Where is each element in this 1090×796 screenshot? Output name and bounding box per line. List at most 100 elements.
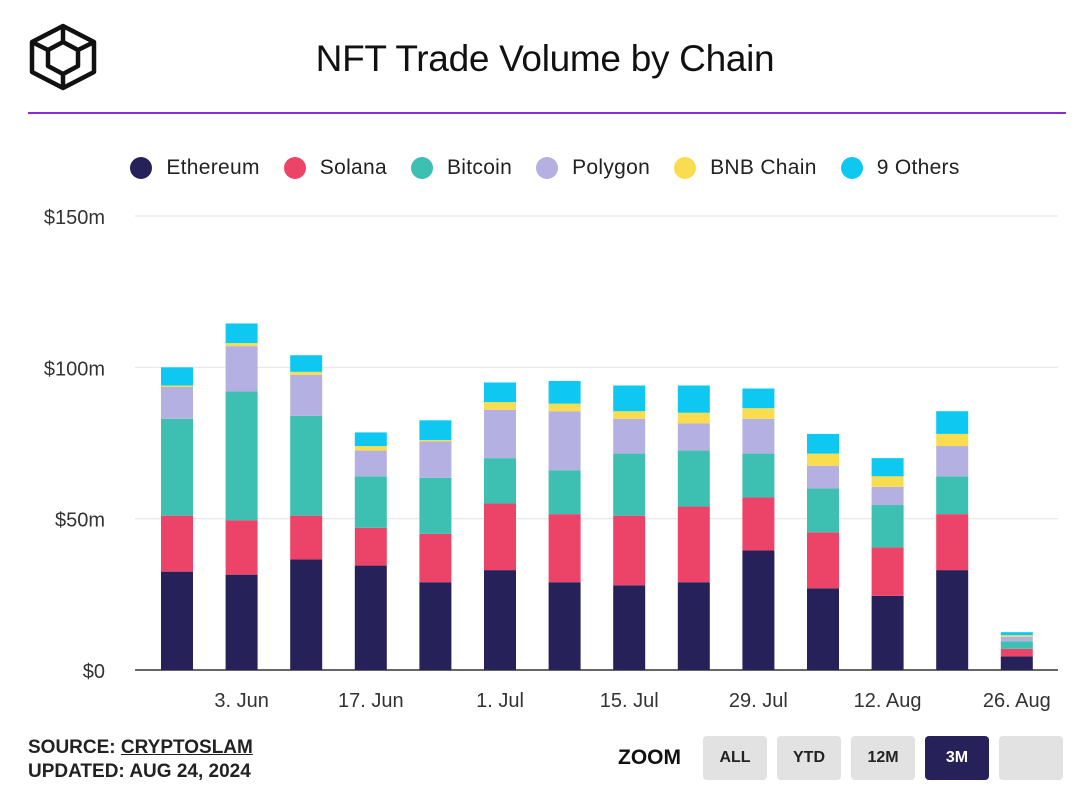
zoom-ytd-button[interactable]: YTD — [777, 736, 841, 780]
bar-ethereum — [807, 588, 839, 670]
chart-area: $0 $50m $100m $150m 3. Jun 17. Jun 1. Jul 15. J… — [44, 207, 1058, 712]
bar-polygon — [484, 409, 516, 459]
source-prefix: SOURCE: — [28, 737, 121, 758]
bar-bitcoin — [484, 458, 516, 504]
bar-bnb-chain — [225, 343, 258, 347]
bar-bitcoin — [742, 453, 775, 498]
brand-logo-icon — [29, 23, 97, 91]
bar-polygon — [290, 374, 323, 416]
bar-bnb-chain — [807, 453, 839, 466]
zoom-12m-button[interactable]: 12M — [851, 736, 915, 780]
bar-solana — [871, 547, 904, 596]
bar-bnb-chain — [1000, 635, 1033, 637]
bar-polygon — [742, 418, 775, 454]
bar-bnb-chain — [936, 433, 969, 447]
legend-swatch — [130, 157, 153, 179]
legend-item-ethereum[interactable]: Ethereum — [130, 156, 259, 180]
legend-item-polygon[interactable]: Polygon — [536, 156, 650, 180]
bar-polygon — [419, 441, 452, 478]
bar-polygon — [1000, 636, 1033, 642]
bar-9-others — [419, 420, 452, 440]
bar-9-others — [225, 323, 258, 344]
bar-ethereum — [484, 570, 516, 670]
bar-solana — [677, 506, 710, 583]
x-tick-label: 29. Jul — [729, 690, 788, 712]
legend-label: 9 Others — [876, 156, 960, 179]
legend-item-bnb-chain[interactable]: BNB Chain — [674, 156, 817, 180]
bar-bnb-chain — [613, 411, 646, 419]
legend-swatch — [840, 157, 863, 179]
bar-bitcoin — [548, 470, 581, 515]
bar-9-others — [290, 355, 323, 372]
bar-ethereum — [677, 582, 710, 670]
title-divider — [28, 112, 1066, 114]
zoom-label: ZOOM — [618, 746, 681, 769]
bar-solana — [807, 532, 839, 589]
legend-label: BNB Chain — [710, 156, 817, 179]
legend-label: Solana — [319, 156, 387, 179]
bar-polygon — [225, 346, 258, 392]
bar-bitcoin — [419, 477, 452, 534]
bar-polygon — [871, 486, 904, 506]
legend-item-solana[interactable]: Solana — [283, 156, 387, 180]
bar-bitcoin — [161, 418, 193, 516]
bar-9-others — [871, 458, 904, 477]
bar-bitcoin — [936, 476, 969, 515]
bar-bnb-chain — [354, 446, 387, 451]
y-tick-label: $100m — [44, 358, 105, 380]
x-tick-label: 3. Jun — [214, 690, 268, 712]
source-link[interactable]: CRYPTOSLAM — [120, 737, 253, 758]
legend-swatch — [283, 157, 306, 179]
zoom-all-button[interactable]: ALL — [703, 736, 767, 780]
y-tick-label: $0 — [83, 661, 105, 683]
x-tick-label: 15. Jul — [600, 690, 659, 712]
legend-swatch — [536, 157, 559, 179]
bar-ethereum — [742, 550, 775, 670]
zoom-3m-button[interactable]: 3M — [925, 736, 989, 780]
x-tick-label: 12. Aug — [854, 690, 922, 712]
y-tick-label: $150m — [44, 207, 105, 229]
bar-9-others — [484, 382, 516, 403]
legend-item-9-others[interactable]: 9 Others — [840, 156, 960, 180]
legend-label: Ethereum — [166, 156, 260, 179]
chart-title: NFT Trade Volume by Chain — [315, 38, 775, 79]
legend-item-bitcoin[interactable]: Bitcoin — [410, 156, 512, 180]
bar-bitcoin — [807, 488, 839, 533]
y-tick-label: $50m — [55, 510, 105, 532]
bar-bitcoin — [225, 391, 258, 521]
bar-ethereum — [613, 585, 646, 670]
bar-solana — [548, 514, 581, 583]
bar-bnb-chain — [290, 371, 323, 375]
bar-solana — [354, 527, 387, 566]
bar-ethereum — [290, 559, 323, 670]
bar-solana — [613, 515, 646, 586]
x-tick-label: 1. Jul — [476, 690, 524, 712]
bar-bitcoin — [354, 476, 387, 528]
bar-solana — [484, 503, 516, 571]
bar-ethereum — [1000, 656, 1033, 670]
bar-bitcoin — [871, 505, 904, 548]
bar-solana — [419, 533, 452, 583]
chart-legend: Ethereum Solana Bitcoin Polygon BNB Chain 9 O… — [0, 156, 1090, 180]
zoom-extra-button[interactable] — [999, 736, 1063, 780]
bar-ethereum — [161, 571, 193, 670]
bar-solana — [161, 515, 193, 572]
bar-bnb-chain — [419, 439, 452, 442]
bar-bnb-chain — [871, 476, 904, 487]
bar-bitcoin — [677, 450, 710, 507]
bar-ethereum — [354, 565, 387, 670]
bar-bitcoin — [613, 453, 646, 516]
bar-bitcoin — [1000, 641, 1033, 649]
legend-swatch — [410, 157, 433, 179]
bar-solana — [1000, 648, 1033, 657]
bar-9-others — [807, 433, 839, 454]
bar-polygon — [354, 450, 387, 477]
bar-solana — [936, 514, 969, 571]
x-tick-label: 17. Jun — [338, 690, 404, 712]
bar-9-others — [677, 385, 710, 413]
legend-label: Polygon — [572, 156, 651, 179]
x-tick-label: 26. Aug — [983, 690, 1051, 712]
bar-ethereum — [419, 582, 452, 670]
bar-polygon — [936, 446, 969, 477]
bar-bnb-chain — [548, 403, 581, 412]
